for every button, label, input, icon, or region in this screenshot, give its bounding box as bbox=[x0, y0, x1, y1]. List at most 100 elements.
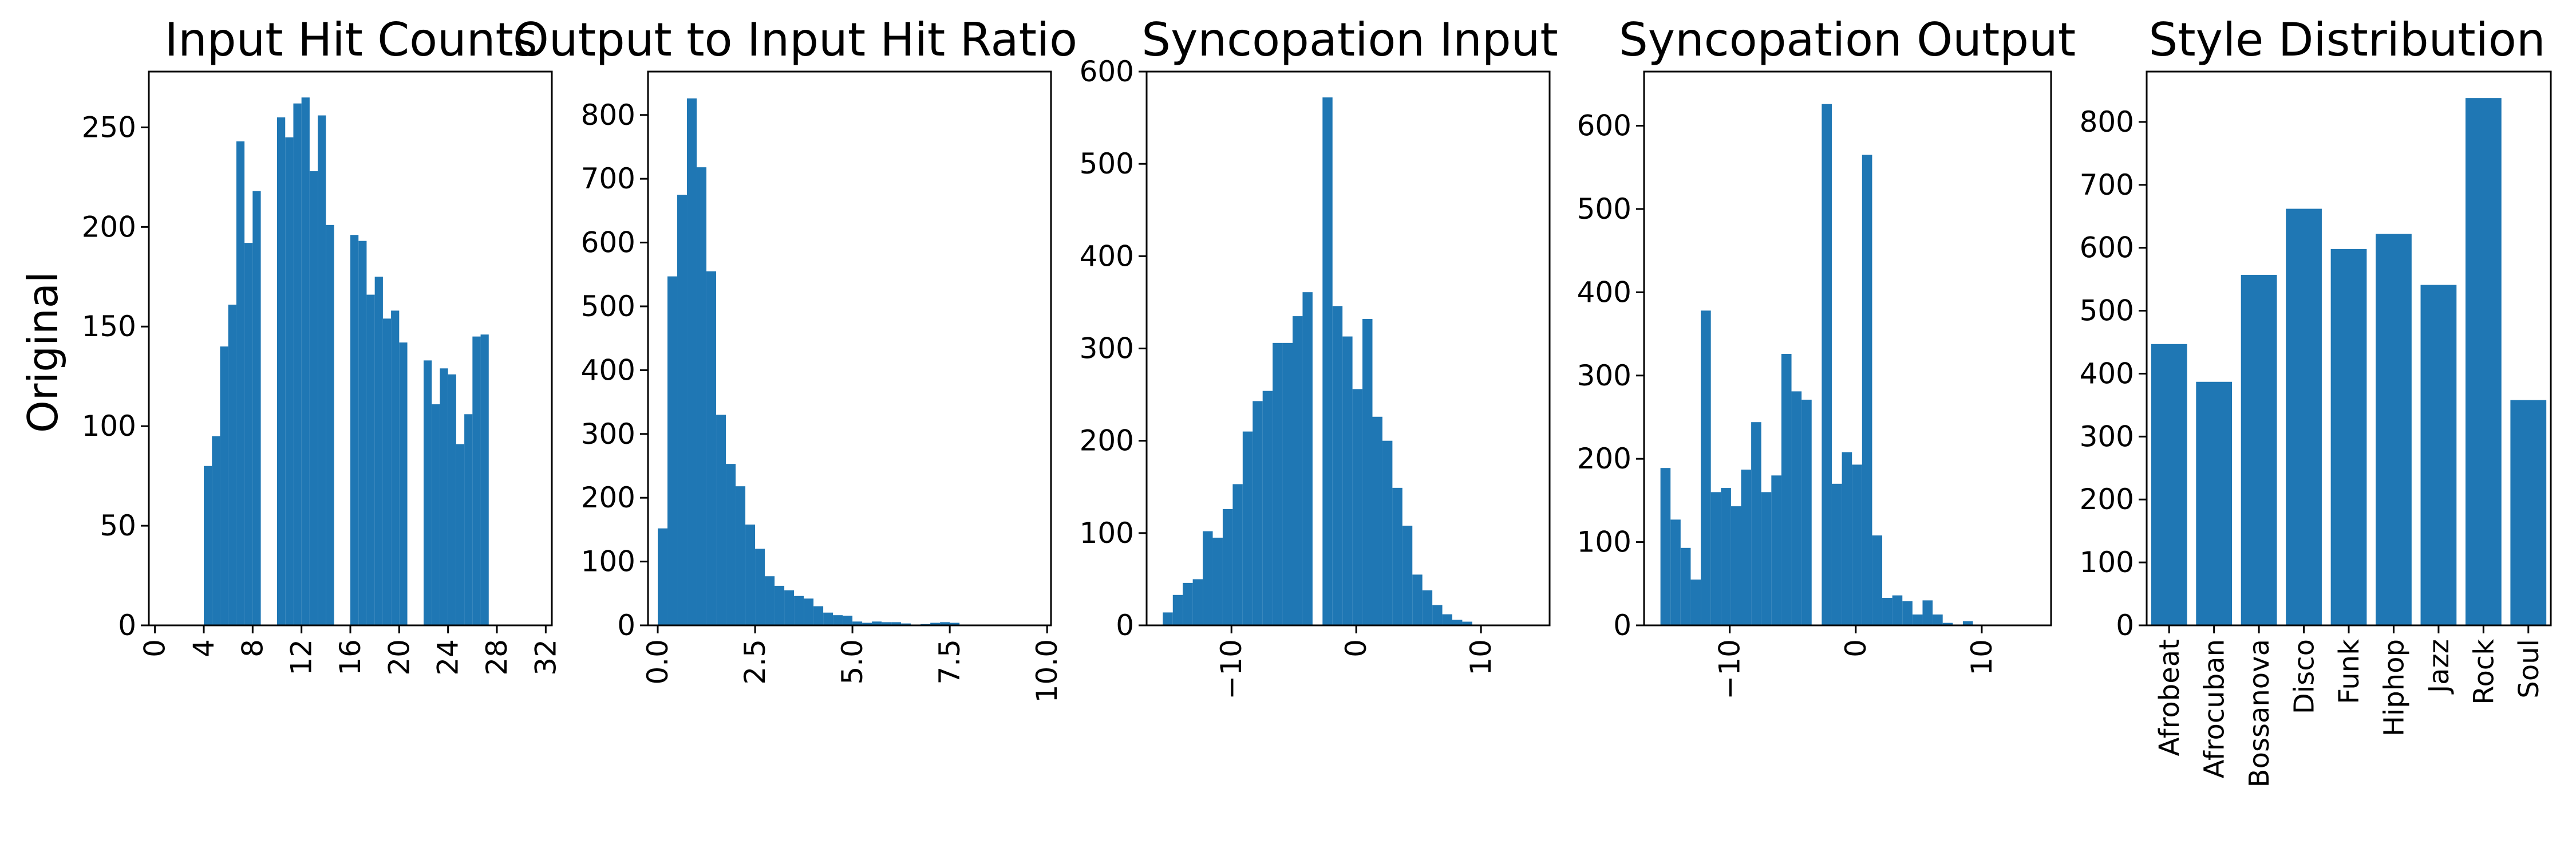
x-tick-label: 0 bbox=[1340, 639, 1373, 657]
bar bbox=[775, 585, 785, 625]
y-tick-label: 800 bbox=[2080, 105, 2134, 139]
x-tick-label: Soul bbox=[2513, 639, 2545, 699]
bar bbox=[309, 171, 318, 625]
bar bbox=[1751, 422, 1761, 625]
bar bbox=[1322, 97, 1333, 625]
bar bbox=[1253, 401, 1263, 625]
bar bbox=[464, 414, 473, 625]
y-tick-label: 0 bbox=[1116, 609, 1134, 642]
bar bbox=[755, 549, 765, 625]
panel-title: Input Hit Counts bbox=[164, 13, 537, 66]
bar bbox=[424, 360, 432, 625]
x-tick-label: 10.0 bbox=[1030, 639, 1064, 703]
bar bbox=[277, 117, 286, 625]
bar bbox=[1670, 519, 1681, 625]
bar bbox=[1912, 614, 1923, 625]
y-tick-label: 400 bbox=[2080, 357, 2134, 390]
bar bbox=[794, 596, 804, 625]
y-tick-label: 700 bbox=[581, 162, 635, 195]
bar bbox=[677, 195, 688, 625]
bar bbox=[1302, 292, 1313, 625]
bar bbox=[1781, 353, 1792, 625]
row-label: Original bbox=[19, 271, 67, 433]
bar bbox=[1791, 391, 1802, 625]
bar bbox=[448, 374, 456, 625]
y-tick-label: 600 bbox=[1080, 55, 1134, 88]
bar bbox=[1761, 492, 1772, 625]
bar bbox=[1862, 155, 1872, 625]
panel-title: Syncopation Output bbox=[1619, 13, 2076, 66]
bar bbox=[1741, 470, 1752, 625]
bar bbox=[1680, 547, 1691, 625]
panel-title: Syncopation Input bbox=[1141, 13, 1558, 66]
bar bbox=[1422, 590, 1433, 625]
y-tick-label: 0 bbox=[2116, 609, 2134, 642]
bar bbox=[358, 241, 367, 625]
bar bbox=[1282, 342, 1293, 625]
bar bbox=[697, 167, 707, 625]
bar bbox=[1262, 391, 1273, 625]
y-tick-label: 200 bbox=[581, 481, 635, 514]
y-tick-label: 200 bbox=[2080, 483, 2134, 516]
bar bbox=[252, 191, 261, 626]
bar bbox=[1882, 598, 1893, 625]
y-tick-label: 150 bbox=[82, 310, 136, 343]
y-tick-label: 50 bbox=[100, 509, 136, 542]
x-tick-label: 0 bbox=[1839, 639, 1872, 657]
bar bbox=[1933, 614, 1943, 625]
bar bbox=[432, 404, 440, 625]
bar bbox=[852, 621, 863, 625]
bar bbox=[244, 243, 253, 625]
bar bbox=[228, 304, 236, 625]
bar bbox=[1432, 605, 1443, 625]
bar bbox=[950, 622, 960, 625]
bar bbox=[765, 576, 775, 625]
panel-output-input-ratio: Output to Input Hit Ratio 0 100 200 300 400 5… bbox=[513, 13, 1077, 703]
x-tick-label: Funk bbox=[2333, 639, 2365, 704]
bar bbox=[940, 622, 950, 625]
bar bbox=[472, 336, 481, 625]
x-tick-label: 10 bbox=[1464, 639, 1498, 676]
bar bbox=[1690, 580, 1701, 625]
bar bbox=[1842, 452, 1852, 625]
x-tick-label: 0 bbox=[139, 639, 172, 657]
x-tick-label: 5.0 bbox=[836, 639, 869, 685]
bar bbox=[391, 310, 400, 625]
axes-frame bbox=[647, 70, 1052, 626]
bar bbox=[399, 342, 408, 625]
bar bbox=[882, 622, 892, 625]
bar bbox=[2241, 274, 2277, 625]
bar bbox=[1442, 614, 1452, 625]
bar bbox=[930, 622, 941, 625]
x-tick-label: Hiphop bbox=[2378, 639, 2410, 736]
bar bbox=[1273, 342, 1283, 625]
bar bbox=[366, 294, 375, 625]
bar bbox=[1372, 416, 1382, 625]
bar bbox=[1922, 600, 1933, 625]
bar bbox=[480, 334, 489, 625]
bar bbox=[350, 235, 359, 626]
bar bbox=[1203, 531, 1213, 625]
bar bbox=[1710, 492, 1721, 625]
x-tick-label: 2.5 bbox=[738, 639, 772, 685]
bar bbox=[2465, 98, 2502, 625]
bar bbox=[204, 466, 212, 625]
bar bbox=[736, 486, 746, 625]
bar bbox=[440, 368, 448, 625]
axes-frame bbox=[1643, 70, 2052, 626]
y-tick-label: 300 bbox=[1577, 359, 1631, 392]
bar bbox=[843, 616, 853, 625]
y-tick-label: 600 bbox=[581, 226, 635, 259]
x-tick-label: −10 bbox=[1215, 639, 1248, 700]
x-tick-label: 24 bbox=[432, 639, 465, 676]
y-tick-label: 100 bbox=[2080, 546, 2134, 579]
bar bbox=[1942, 622, 1953, 625]
bar bbox=[2151, 344, 2187, 625]
bar bbox=[1730, 506, 1741, 625]
bar bbox=[326, 224, 334, 626]
bar bbox=[687, 98, 697, 626]
bar bbox=[1962, 621, 1973, 625]
x-tick-label: 7.5 bbox=[933, 639, 966, 685]
bar bbox=[1660, 468, 1671, 625]
